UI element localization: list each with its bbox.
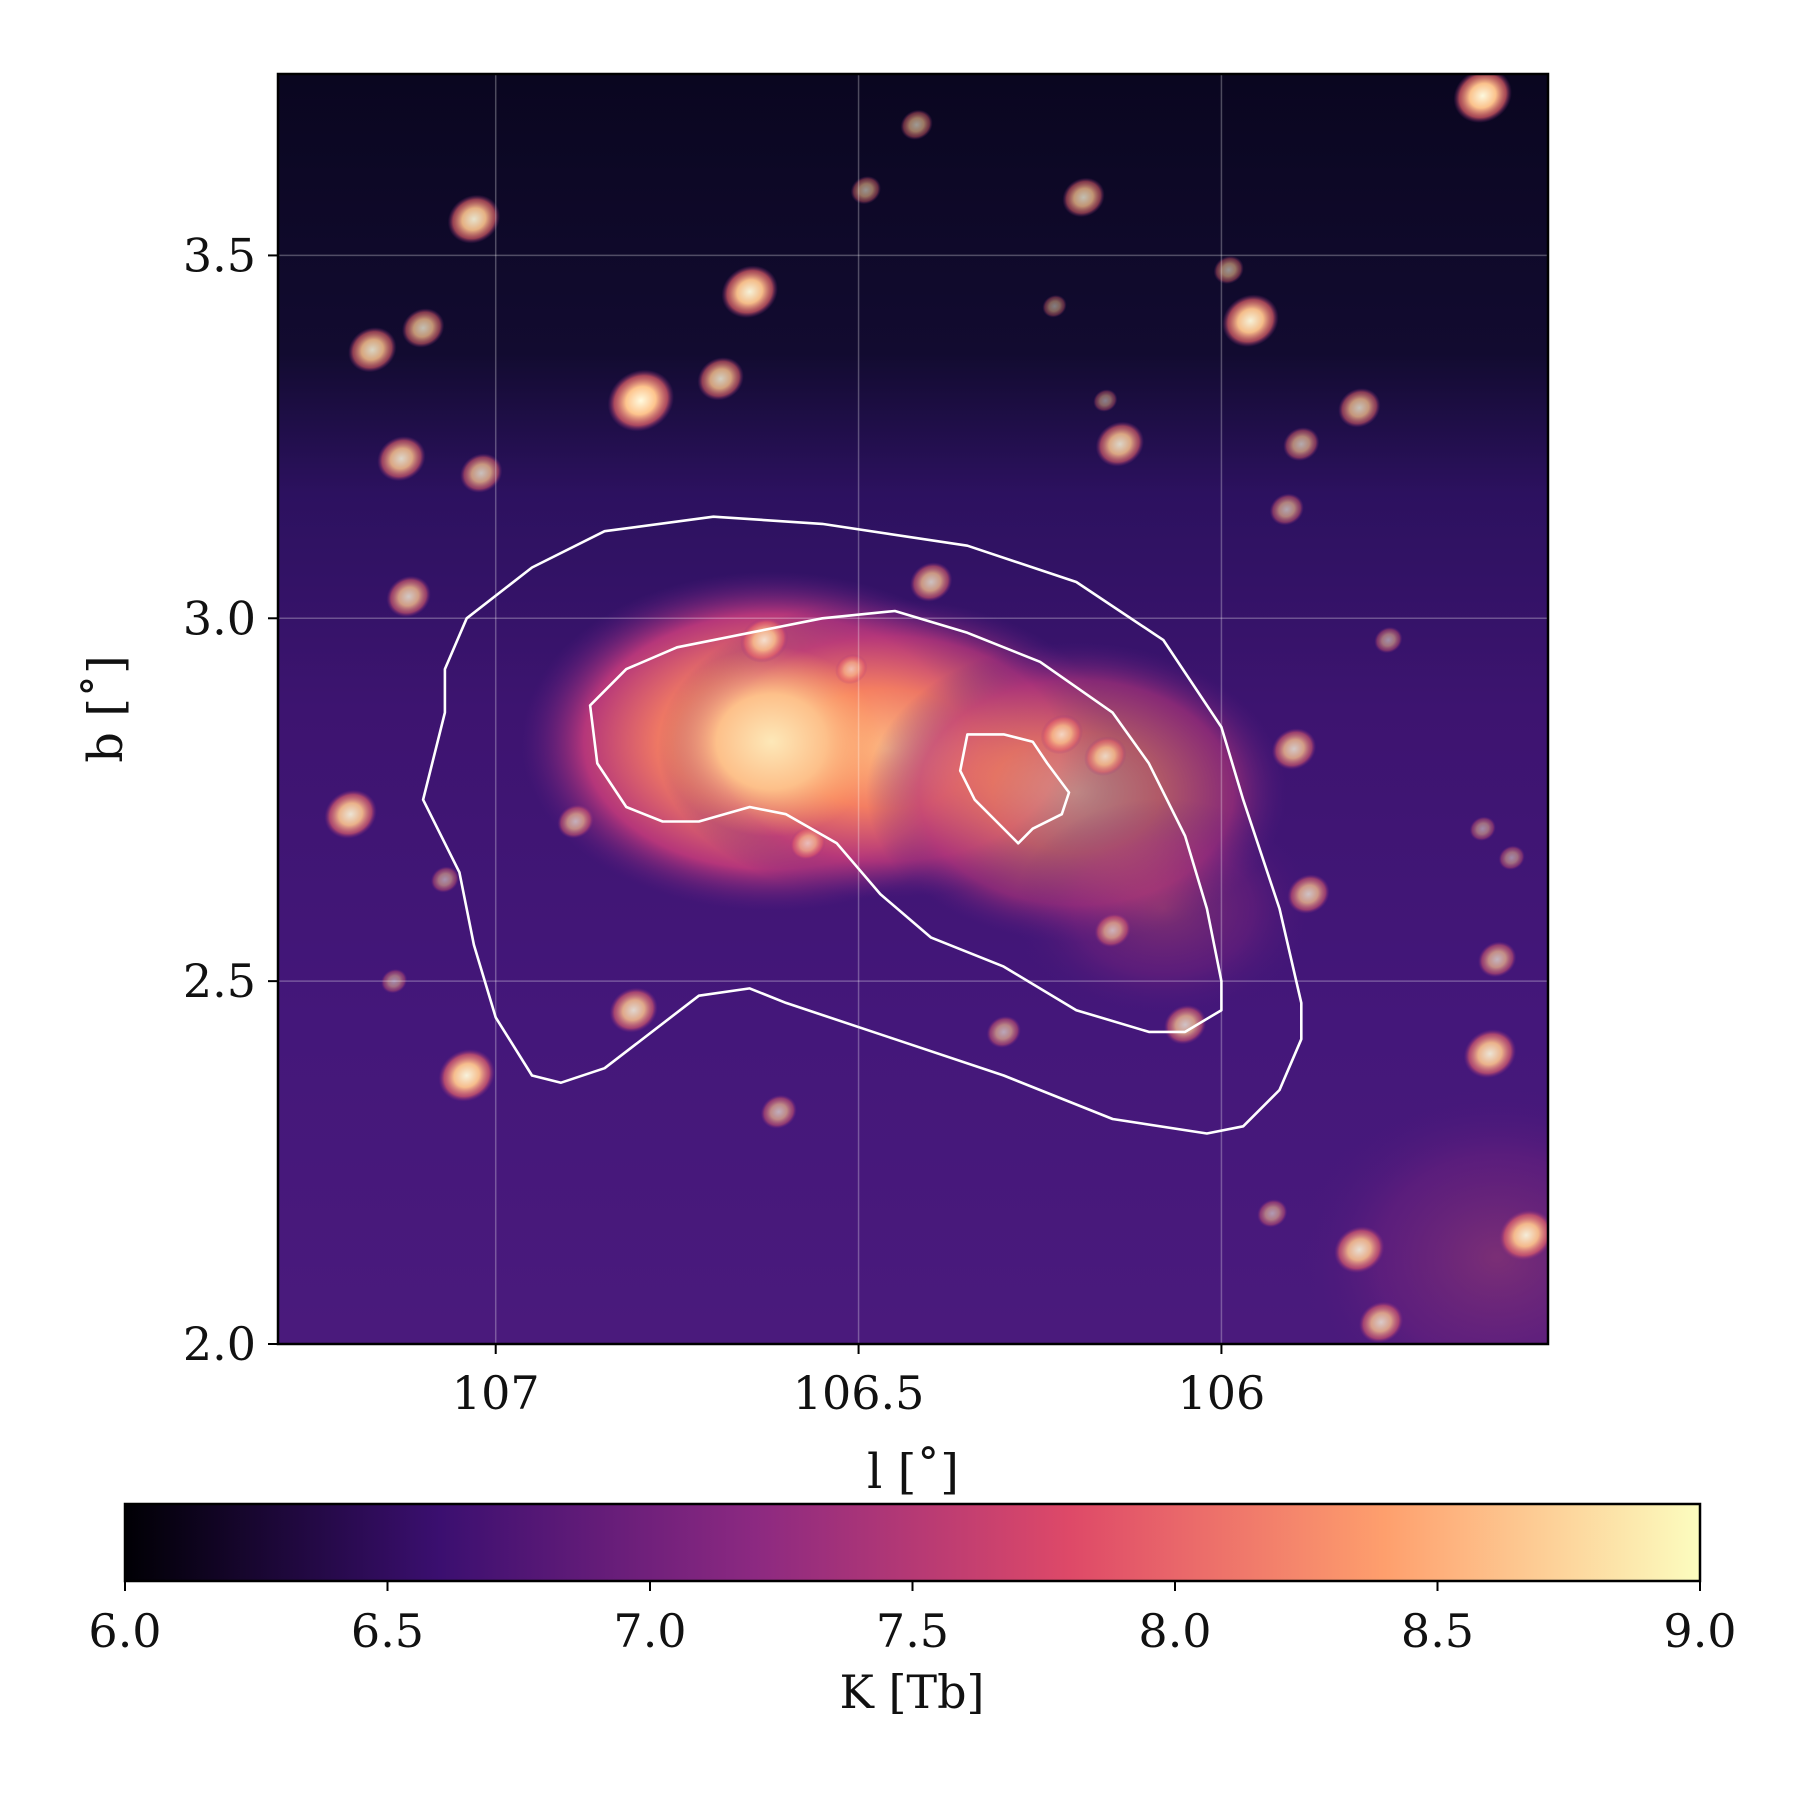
point-source <box>1374 626 1403 654</box>
colorbar-tick-label: 8.0 <box>1138 1604 1211 1658</box>
point-source <box>1042 294 1067 318</box>
y-tick-label: 2.0 <box>183 1317 256 1371</box>
x-tick-label: 106.5 <box>793 1366 925 1420</box>
y-tick-label: 3.5 <box>183 228 256 282</box>
point-source <box>1469 816 1496 842</box>
point-source <box>1338 388 1381 428</box>
emission-region <box>1297 1086 1548 1344</box>
outer-contour <box>421 515 1303 1135</box>
point-source <box>1269 493 1304 526</box>
grid <box>278 74 1548 1344</box>
point-source <box>377 436 426 482</box>
point-source <box>1062 177 1105 218</box>
x-tick-label: 107 <box>452 1366 540 1420</box>
point-source <box>1271 728 1317 770</box>
point-source <box>1222 294 1279 348</box>
point-source <box>1358 1301 1404 1343</box>
colorbar-label: K [Tb] <box>839 1665 984 1719</box>
y-axis-ticks: 2.0 2.5 3.0 3.5 <box>183 228 278 1371</box>
plot-frame <box>276 72 1550 1346</box>
colorbar-tick-label: 8.5 <box>1401 1604 1474 1658</box>
point-source <box>986 1015 1021 1048</box>
point-source <box>1093 389 1118 412</box>
colorbar-tick-label: 9.0 <box>1663 1604 1736 1658</box>
x-axis-label: l [˚] <box>867 1444 959 1500</box>
y-axis-label: b [˚] <box>78 655 134 762</box>
point-source <box>1257 1199 1288 1228</box>
y-tick-label: 2.5 <box>183 954 256 1008</box>
colorbar: 6.0 6.5 7.0 7.5 8.0 8.5 9.0 K [Tb] <box>88 1502 1737 1719</box>
point-source <box>1163 1004 1207 1045</box>
point-source <box>1478 941 1517 978</box>
point-source <box>1287 874 1330 914</box>
point-source <box>1499 1209 1548 1261</box>
point-source <box>1463 1029 1517 1079</box>
point-source <box>1094 913 1131 948</box>
y-tick-label: 3.0 <box>183 591 256 645</box>
point-source <box>380 968 408 994</box>
emission-region <box>1013 798 1314 1019</box>
point-sources <box>324 74 1548 1343</box>
point-source <box>438 1049 495 1102</box>
point-source <box>324 789 377 839</box>
point-source <box>900 109 933 140</box>
colorbar-ticks: 6.0 6.5 7.0 7.5 8.0 8.5 9.0 <box>88 1581 1737 1658</box>
point-source <box>386 575 431 618</box>
x-axis-ticks: 107 106.5 106 <box>452 1344 1266 1420</box>
point-source <box>760 1094 797 1129</box>
colorbar-tick-label: 6.0 <box>88 1604 161 1658</box>
point-source <box>460 453 503 493</box>
point-source <box>697 357 744 401</box>
point-source <box>1040 714 1083 755</box>
inner-contour <box>958 733 1071 845</box>
x-tick-label: 106 <box>1178 1366 1266 1420</box>
point-source <box>721 265 778 319</box>
point-source <box>607 369 675 432</box>
point-source <box>1095 421 1145 467</box>
point-source <box>1498 845 1525 871</box>
colorbar-tick-label: 7.0 <box>613 1604 686 1658</box>
point-source <box>1213 255 1244 285</box>
point-source <box>401 308 445 348</box>
colorbar-gradient <box>123 1502 1702 1583</box>
point-source <box>609 987 658 1033</box>
point-source <box>835 654 868 685</box>
point-source <box>348 327 397 373</box>
emission-region-core-highlight <box>661 646 882 837</box>
point-source <box>909 562 953 602</box>
point-source <box>430 866 460 893</box>
contours <box>421 515 1303 1135</box>
point-source <box>850 175 881 205</box>
point-source <box>557 804 594 839</box>
point-source <box>1334 1226 1385 1274</box>
point-source <box>1084 736 1127 776</box>
point-source <box>789 826 826 861</box>
colorbar-tick-label: 6.5 <box>351 1604 424 1658</box>
colorbar-tick-label: 7.5 <box>876 1604 949 1658</box>
plot-area <box>278 74 1548 1344</box>
point-source <box>447 194 501 244</box>
point-source <box>1453 74 1512 124</box>
emission-regions <box>521 571 1548 1344</box>
point-source <box>1283 427 1320 462</box>
middle-contour <box>588 609 1223 1034</box>
